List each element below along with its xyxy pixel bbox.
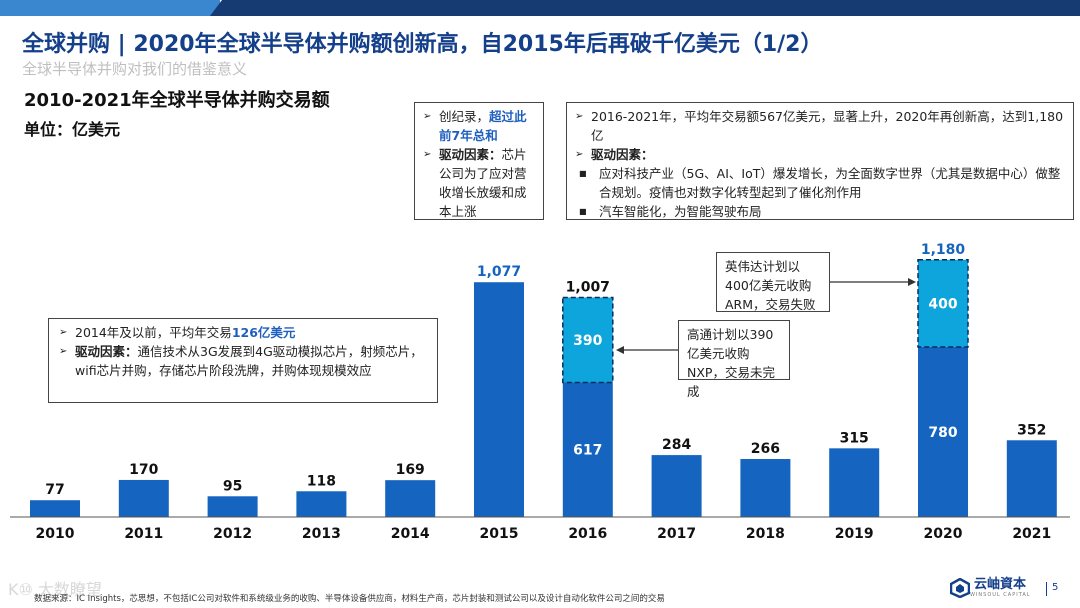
x-tick-label-2018: 2018 [746, 526, 785, 542]
bar-2016 [562, 382, 613, 517]
chart-title: 2010-2021年全球半导体并购交易额 [24, 90, 330, 111]
page-separator [1046, 582, 1047, 596]
logo-text: 云岫資本 [974, 577, 1027, 592]
bar-2010 [30, 500, 80, 517]
bar-total-label-2013: 118 [307, 473, 336, 489]
bar-2014 [385, 480, 436, 517]
note-box-qualcomm-nxp: 高通计划以390亿美元收购NXP，交易未完成 [678, 320, 790, 399]
callout-arrows [616, 278, 916, 354]
page-title: 全球并购 | 2020年全球半导体并购额创新高，自2015年后再破千亿美元（1/… [22, 32, 823, 57]
bar-2021 [1006, 440, 1057, 517]
x-tick-label-2021: 2021 [1012, 526, 1051, 542]
bar-2015 [474, 282, 524, 517]
x-tick-label-2016: 2016 [568, 526, 607, 542]
page-number: 5 [1052, 582, 1059, 593]
note-box-nvidia-arm: 英伟达计划以400亿美元收购ARM，交易失败 [716, 252, 830, 312]
bar-total-label-2014: 169 [396, 462, 425, 478]
x-tick-label-2012: 2012 [213, 526, 252, 542]
x-tick-label-2020: 2020 [924, 526, 963, 542]
top-banner-light [0, 0, 220, 16]
bar-total-label-2010: 77 [45, 482, 64, 498]
bar-total-label-2012: 95 [223, 478, 242, 494]
bar-pending-label-2016: 390 [573, 333, 602, 349]
bar-segment-label-2020: 780 [928, 425, 957, 441]
bar-2017 [651, 455, 702, 517]
top-banner-dark [210, 0, 1080, 16]
bar-total-label-2015: 1,077 [477, 264, 521, 280]
x-tick-label-2010: 2010 [36, 526, 75, 542]
bar-2020 [918, 346, 968, 517]
source-note: 数据来源：IC Insights，芯思想，不包括IC公司对软件和系统级业务的收购… [34, 594, 665, 604]
bar-2012 [207, 496, 258, 517]
bar-2011 [118, 479, 169, 517]
bar-total-label-2020: 1,180 [921, 242, 966, 258]
note-box-2015: ➢ 创纪录，超过此前7年总和 ➢ 驱动因素：芯片公司为了应对营收增长放缓和成本上涨 [414, 102, 544, 220]
arrow-nxp-head [616, 346, 624, 354]
bar-total-label-2016: 1,007 [566, 279, 610, 295]
bar-total-label-2019: 315 [840, 430, 869, 446]
bar-2018 [740, 459, 791, 517]
bar-2019 [829, 448, 880, 517]
company-logo: 云岫資本 WINSOUL CAPITAL [950, 578, 1031, 598]
note-box-before-2014: ➢ 2014年及以前，平均年交易126亿美元 ➢ 驱动因素：通信技术从3G发展到4G… [48, 318, 438, 403]
bar-pending-2020 [917, 259, 969, 348]
watermark: K⑩ 大数瞭望 [8, 580, 102, 599]
x-tick-label-2019: 2019 [835, 526, 874, 542]
note-box-2016-2021: ➢ 2016-2021年，平均年交易额567亿美元，显著上升，2020年再创新高，… [566, 102, 1074, 220]
logo-icon [950, 578, 970, 598]
bar-2013 [296, 491, 347, 517]
x-tick-label-2011: 2011 [124, 526, 163, 542]
x-tick-label-2015: 2015 [480, 526, 519, 542]
bar-total-label-2011: 170 [129, 462, 158, 478]
bar-segment-label-2016: 617 [573, 443, 602, 459]
logo-subtext: WINSOUL CAPITAL [970, 592, 1031, 598]
top-banner [0, 0, 1080, 16]
bar-total-label-2018: 266 [751, 441, 780, 457]
arrow-arm-head [908, 278, 916, 286]
bar-total-label-2021: 352 [1017, 422, 1046, 438]
bar-pending-label-2020: 400 [928, 296, 957, 312]
bar-pending-2016 [562, 296, 614, 384]
x-tick-label-2014: 2014 [391, 526, 430, 542]
bar-total-label-2017: 284 [662, 437, 691, 453]
x-tick-label-2013: 2013 [302, 526, 341, 542]
page-subtitle: 全球半导体并购对我们的借鉴意义 [22, 60, 248, 78]
unit-label: 单位：亿美元 [24, 120, 121, 139]
x-tick-label-2017: 2017 [657, 526, 696, 542]
